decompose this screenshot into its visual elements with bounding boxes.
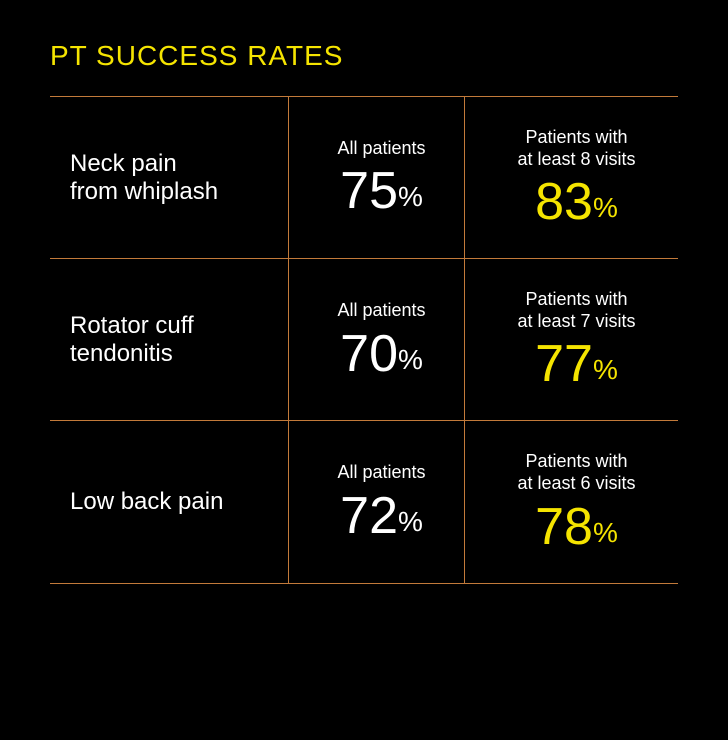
visits-cell: Patients withat least 7 visits 77% [464, 259, 678, 421]
visits-label: Patients withat least 6 visits [485, 451, 668, 494]
all-patients-cell: All patients 72% [289, 421, 465, 583]
condition-text: tendonitis [70, 340, 173, 367]
container: PT SUCCESS RATES Neck painfrom whiplashA… [0, 0, 728, 624]
percent-sign: % [593, 517, 618, 548]
visits-label: Patients withat least 7 visits [485, 289, 668, 332]
visits-label-line: at least 6 visits [517, 473, 635, 493]
visits-label-line: at least 8 visits [517, 149, 635, 169]
percent-sign: % [398, 181, 423, 212]
percent-sign: % [398, 344, 423, 375]
condition-text: Low back pain [70, 488, 223, 515]
all-patients-label: All patients [309, 138, 454, 160]
condition-text: from whiplash [70, 178, 218, 205]
condition-cell: Low back pain [50, 421, 289, 583]
page-title: PT SUCCESS RATES [50, 40, 678, 72]
visits-label: Patients withat least 8 visits [485, 127, 668, 170]
visits-cell: Patients withat least 6 visits 78% [464, 421, 678, 583]
all-patients-cell: All patients 75% [289, 97, 465, 259]
visits-cell: Patients withat least 8 visits 83% [464, 97, 678, 259]
condition-text: Rotator cuff [70, 312, 194, 339]
visits-label-line: Patients with [525, 451, 627, 471]
all-patients-label: All patients [309, 300, 454, 322]
visits-label-line: Patients with [525, 289, 627, 309]
table-row: Low back painAll patients72%Patients wit… [50, 421, 678, 583]
condition-text: Neck pain [70, 150, 177, 177]
all-patients-label: All patients [309, 462, 454, 484]
all-patients-value: 72 [340, 490, 398, 542]
all-patients-value: 70 [340, 328, 398, 380]
all-patients-value: 75 [340, 165, 398, 217]
all-patients-cell: All patients 70% [289, 259, 465, 421]
percent-sign: % [593, 192, 618, 223]
success-table: Neck painfrom whiplashAll patients75%Pat… [50, 96, 678, 584]
condition-cell: Rotator cufftendonitis [50, 259, 289, 421]
table-row: Neck painfrom whiplashAll patients75%Pat… [50, 97, 678, 259]
visits-value: 83 [535, 176, 593, 228]
visits-label-line: Patients with [525, 127, 627, 147]
percent-sign: % [593, 354, 618, 385]
percent-sign: % [398, 506, 423, 537]
visits-value: 78 [535, 501, 593, 553]
visits-value: 77 [535, 338, 593, 390]
table-row: Rotator cufftendonitisAll patients70%Pat… [50, 259, 678, 421]
visits-label-line: at least 7 visits [517, 311, 635, 331]
condition-cell: Neck painfrom whiplash [50, 97, 289, 259]
